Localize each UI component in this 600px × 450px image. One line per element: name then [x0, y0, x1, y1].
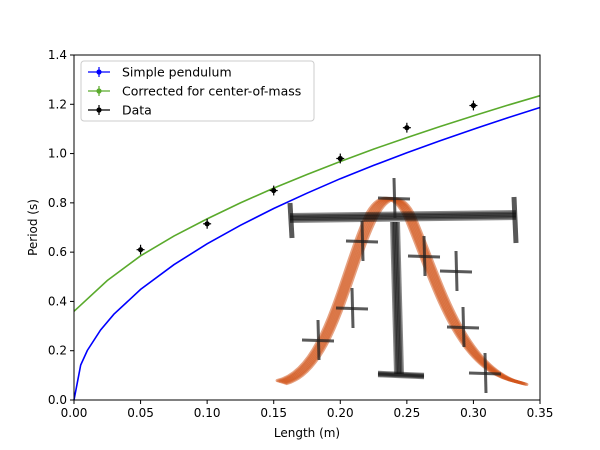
legend-label: Data — [122, 103, 152, 118]
x-tick-label: 0.30 — [460, 406, 487, 420]
x-tick-label: 0.00 — [61, 406, 88, 420]
sketch-cross-v — [454, 250, 459, 292]
sketch-bar-end-left — [287, 202, 295, 239]
data-point — [271, 187, 277, 194]
y-tick-label: 0.4 — [48, 294, 67, 308]
y-tick-label: 0.2 — [48, 344, 67, 358]
x-axis-label: Length (m) — [274, 426, 340, 440]
x-tick-label: 0.35 — [527, 406, 554, 420]
data-points-layer — [136, 100, 478, 255]
y-tick-label: 0.8 — [48, 196, 67, 210]
data-point — [204, 221, 210, 227]
sketch-upright — [396, 221, 404, 375]
legend-box — [80, 60, 315, 122]
series-curve-corrected-for-center-of-mass — [73, 94, 541, 312]
legend-label: Corrected for center-of-mass — [122, 84, 301, 99]
pendulum-sketch-image — [275, 177, 529, 394]
y-tick-label: 1.4 — [48, 48, 67, 62]
x-axis-ticks: 0.00 0.05 0.10 0.15 0.20 0.25 0.30 0.35 — [61, 400, 554, 420]
data-point — [470, 102, 477, 109]
y-tick-label: 0.6 — [48, 245, 67, 259]
legend-point-marker — [96, 69, 102, 75]
data-point — [404, 125, 410, 131]
sketch-cross-v — [350, 287, 355, 329]
y-tick-label: 1.0 — [48, 147, 67, 161]
sketch-cross-v — [360, 220, 365, 262]
sketch-bar-end-right — [511, 196, 519, 244]
curves-layer — [73, 94, 541, 401]
series-curve-simple-pendulum — [73, 106, 541, 401]
sketch-cross-v — [461, 306, 466, 348]
x-tick-label: 0.20 — [327, 406, 354, 420]
axes-frame — [73, 54, 541, 401]
sketch-cross-v — [483, 352, 488, 394]
legend-items: Simple pendulum Corrected for center-of-m… — [88, 65, 301, 118]
sketch-cross-v — [316, 319, 321, 361]
y-axis-label: Period (s) — [26, 199, 40, 256]
y-tick-label: 1.2 — [48, 97, 67, 111]
x-tick-label: 0.10 — [194, 406, 221, 420]
legend-point-marker — [96, 88, 102, 94]
data-point — [337, 155, 343, 162]
sketch-base — [377, 374, 425, 380]
sketch-cross-v — [392, 177, 397, 219]
legend-item: Data — [88, 103, 152, 118]
legend: Simple pendulum Corrected for center-of-m… — [80, 60, 315, 122]
legend-label: Simple pendulum — [122, 65, 232, 80]
y-axis-ticks: 0.0 0.2 0.4 0.6 0.8 1.0 1.2 1.4 — [48, 48, 74, 407]
x-tick-label: 0.05 — [127, 406, 154, 420]
legend-item: Simple pendulum — [88, 65, 232, 80]
sketch-cross-v — [422, 235, 427, 277]
legend-point-marker — [96, 107, 102, 113]
x-tick-label: 0.25 — [393, 406, 420, 420]
sketch-crossbar — [289, 216, 517, 223]
data-point — [137, 247, 144, 253]
legend-item: Corrected for center-of-mass — [88, 84, 301, 99]
y-tick-label: 0.0 — [48, 393, 67, 407]
x-tick-label: 0.15 — [260, 406, 287, 420]
